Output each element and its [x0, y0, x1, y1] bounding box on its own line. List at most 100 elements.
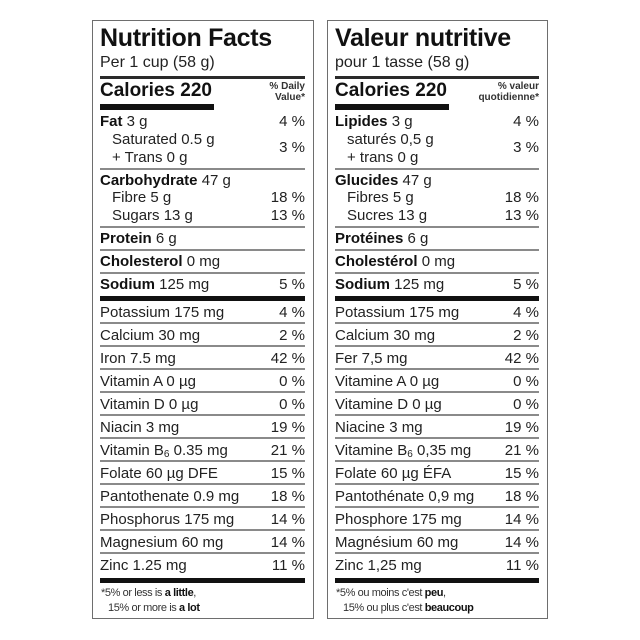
footnote: *5% ou moins c'est peu, 15% ou plus c'es…	[336, 586, 474, 616]
micronutrient-label: Pantothénate 0,9 mg	[335, 488, 475, 505]
divider	[100, 368, 305, 370]
divider	[335, 483, 539, 485]
divider	[100, 272, 305, 274]
protein-amount: 6 g	[155, 230, 177, 247]
sat-trans-pct: 3 %	[513, 139, 539, 156]
divider	[335, 76, 539, 79]
micronutrient-label: Magnésium 60 mg	[335, 534, 459, 551]
divider	[335, 345, 539, 347]
divider	[100, 414, 305, 416]
micronutrient-label: Vitamine A 0 µg	[335, 373, 440, 390]
trans-label: + Trans 0 g	[112, 149, 188, 166]
fibre-label: Fibre 5 g	[112, 189, 172, 206]
thick-divider	[335, 296, 539, 301]
carbohydrate-label: Carbohydrate	[100, 172, 198, 189]
divider	[335, 414, 539, 416]
footnote-bold: a little	[164, 587, 194, 599]
saturated-label: Saturated 0.5 g	[112, 131, 215, 148]
dv-header-line2: quotidienne*	[478, 92, 539, 103]
micronutrient-pct: 11 %	[271, 557, 305, 574]
micronutrient-pct: 42 %	[504, 350, 539, 367]
saturated-label: saturés 0,5 g	[347, 131, 434, 148]
nutrition-facts-panel-english: Nutrition Facts Per 1 cup (58 g) Calorie…	[92, 20, 314, 619]
protein-amount: 6 g	[407, 230, 429, 247]
label-part: Vitamin B	[100, 442, 164, 459]
divider	[335, 460, 539, 462]
micronutrient-pct: 2 %	[513, 327, 539, 344]
micronutrient-label: Niacine 3 mg	[335, 419, 423, 436]
cholesterol-label: Cholesterol	[100, 253, 183, 270]
label-subscript: 6	[163, 449, 170, 460]
micronutrient-pct: 19 %	[270, 419, 305, 436]
micronutrient-label: Calcium 30 mg	[335, 327, 436, 344]
divider	[335, 249, 539, 251]
fibre-pct: 18 %	[504, 189, 539, 206]
micronutrient-pct: 15 %	[504, 465, 539, 482]
micronutrient-label: Vitamine B6 0,35 mg	[335, 442, 472, 460]
micronutrient-label: Vitamin B6 0.35 mg	[100, 442, 228, 460]
micronutrient-pct: 15 %	[270, 465, 305, 482]
micronutrient-label: Phosphore 175 mg	[335, 511, 462, 528]
label-part: Vitamine B	[335, 442, 408, 459]
micronutrient-label: Zinc 1,25 mg	[335, 557, 422, 574]
divider	[100, 483, 305, 485]
divider	[100, 529, 305, 531]
footnote-text: ,	[443, 587, 446, 599]
divider	[100, 345, 305, 347]
micronutrient-pct: 2 %	[279, 327, 305, 344]
micronutrient-pct: 0 %	[279, 373, 305, 390]
protein-label: Protein	[100, 230, 152, 247]
label-part: 0,35 mg	[412, 442, 472, 459]
fat-label: Fat	[100, 113, 123, 130]
panel-title: Valeur nutritive	[335, 24, 511, 52]
divider	[335, 226, 539, 228]
dv-header-line2: Value*	[274, 92, 305, 103]
footnote-text: *5% or less is	[101, 587, 165, 599]
calories-row: Calories 220	[100, 80, 212, 102]
sodium-pct: 5 %	[513, 276, 539, 293]
sodium-label: Sodium	[100, 276, 155, 293]
divider	[100, 168, 305, 170]
daily-value-header: % Daily Value*	[269, 81, 305, 103]
calories-label: Calories	[335, 80, 410, 101]
calories-row: Calories 220	[335, 80, 447, 102]
micronutrient-label: Magnesium 60 mg	[100, 534, 224, 551]
micronutrient-pct: 21 %	[270, 442, 305, 459]
micronutrient-pct: 0 %	[513, 396, 539, 413]
sat-trans-pct: 3 %	[279, 139, 305, 156]
divider	[100, 249, 305, 251]
footnote-bold: beaucoup	[424, 602, 474, 614]
sodium-amount: 125 mg	[394, 276, 445, 293]
micronutrient-label: Vitamin D 0 µg	[100, 396, 199, 413]
divider	[335, 506, 539, 508]
fat-label: Lipides	[335, 113, 388, 130]
fat-amount: 3 g	[126, 113, 148, 130]
divider	[100, 552, 305, 554]
micronutrient-pct: 14 %	[270, 511, 305, 528]
dv-header-line1: % valeur	[497, 81, 539, 92]
fibre-label: Fibres 5 g	[347, 189, 414, 206]
micronutrient-label: Vitamine D 0 µg	[335, 396, 442, 413]
micronutrient-label: Folate 60 µg ÉFA	[335, 465, 452, 482]
dv-header-line1: % Daily	[269, 81, 305, 92]
divider	[335, 272, 539, 274]
calories-value: 220	[180, 80, 212, 101]
sugars-pct: 13 %	[504, 207, 539, 224]
fat-pct: 4 %	[279, 113, 305, 130]
micronutrient-pct: 0 %	[513, 373, 539, 390]
thick-divider	[335, 104, 449, 110]
micronutrient-label: Niacin 3 mg	[100, 419, 180, 436]
divider	[100, 391, 305, 393]
divider	[335, 391, 539, 393]
divider	[335, 368, 539, 370]
footnote-text: 15% or more is	[108, 602, 180, 614]
sodium-label: Sodium	[335, 276, 390, 293]
sugars-pct: 13 %	[270, 207, 305, 224]
calories-value: 220	[415, 80, 447, 101]
divider	[100, 226, 305, 228]
protein-label: Protéines	[335, 230, 404, 247]
divider	[100, 322, 305, 324]
micronutrient-label: Zinc 1.25 mg	[100, 557, 187, 574]
divider	[335, 552, 539, 554]
serving-size: Per 1 cup (58 g)	[100, 54, 215, 71]
